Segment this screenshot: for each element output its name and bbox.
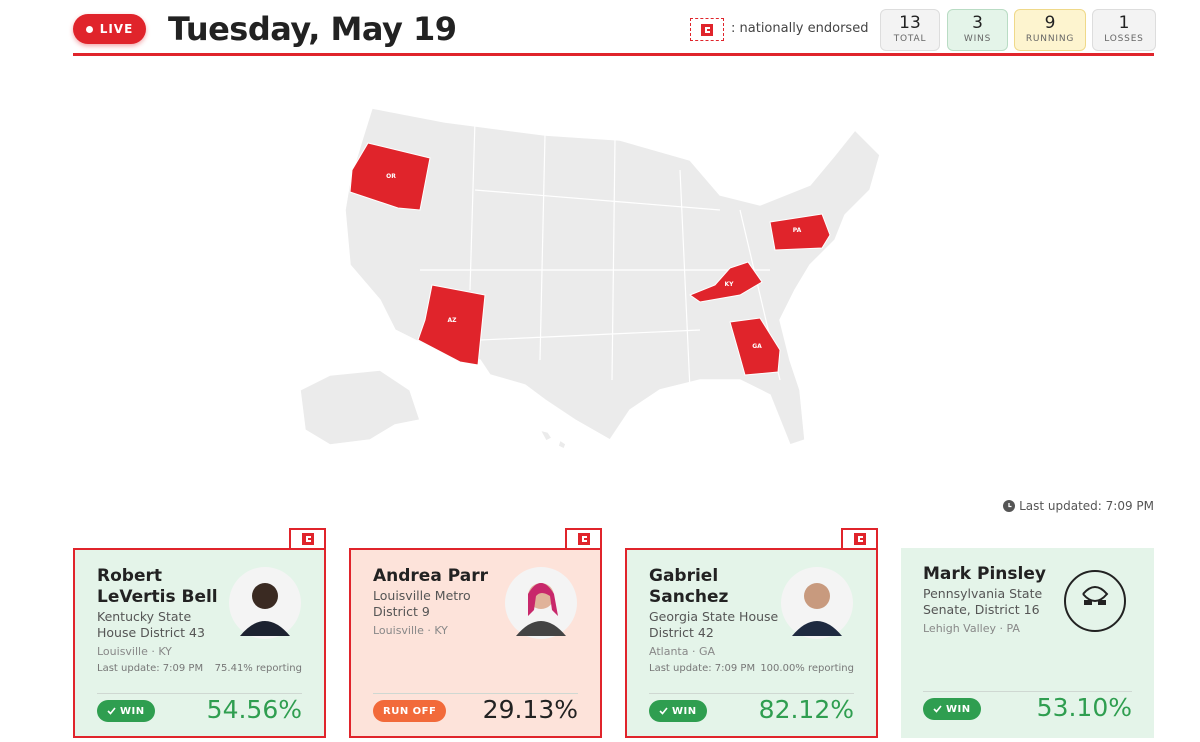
candidate-name: Mark Pinsley Pennsylvania State Senate, D… [923,564,1053,636]
candidate-location: Atlanta · GA [649,645,716,658]
us-map: OR PA KY AZ GA [299,107,881,451]
reporting: 75.41% reporting [214,663,302,674]
status-badge: RUN OFF [373,700,447,722]
stat-label: RUNNING [1025,34,1075,44]
vote-percent: 54.56% [206,695,302,724]
vote-percent: 53.10% [1036,693,1132,722]
status-text: RUN OFF [383,705,437,717]
candidate-card: Andrea Parr Louisville Metro District 9 Lo… [349,548,602,738]
candidate-location: Louisville · KY [97,645,172,658]
endorse-tab [289,528,326,548]
update-time: Last update: 7:09 PM [649,663,756,674]
update-time: Last update: 7:09 PM [97,663,204,674]
status-text: WIN [120,705,145,717]
state-label: AZ [448,317,458,324]
endorse-tab [565,528,602,548]
candidate-photo [781,567,853,639]
divider [373,693,578,694]
candidate-card: Gabriel Sanchez Georgia State House Distr… [625,548,878,738]
candidate-office: Pennsylvania State Senate, District 16 [923,586,1043,617]
divider [97,693,302,694]
candidate-office: Louisville Metro District 9 [373,588,471,619]
stat-box: 9 RUNNING [1014,9,1086,51]
candidate-photo [505,567,577,639]
status-badge: WIN [97,700,155,722]
stat-label: WINS [963,34,992,44]
stat-value: 9 [1044,13,1056,33]
vote-percent: 29.13% [482,695,578,724]
stat-value: 3 [972,13,983,33]
candidate-photo [1064,570,1126,632]
divider [923,691,1132,692]
legend-text: : nationally endorsed [731,21,869,36]
vote-percent: 82.12% [758,695,854,724]
last-updated: Last updated: 7:09 PM [1003,499,1154,513]
stat-label: LOSSES [1104,34,1144,44]
candidate-office: Georgia State House District 42 [649,609,779,640]
last-updated-text: Last updated: 7:09 PM [1019,499,1154,513]
stat-box: 13 TOTAL [880,9,940,51]
status-badge: WIN [923,698,981,720]
state-label: OR [386,173,396,180]
candidate-name: Gabriel Sanchez Georgia State House Distr… [649,566,779,658]
stat-box: 3 WINS [947,9,1008,51]
divider [649,693,854,694]
candidate-location: Louisville · KY [373,624,448,637]
endorse-tab [841,528,878,548]
live-badge: LIVE [73,14,146,44]
reporting: 100.00% reporting [760,663,854,674]
state-label: PA [793,227,802,234]
endorse-icon [690,18,724,41]
header-rule [73,53,1154,56]
stat-value: 13 [899,13,921,33]
status-badge: WIN [649,700,707,722]
state-label: GA [752,343,762,350]
candidate-name: Robert LeVertis Bell Kentucky State House… [97,566,227,659]
candidate-card: Mark Pinsley Pennsylvania State Senate, D… [901,548,1154,738]
candidate-location: Lehigh Valley · PA [923,622,1020,635]
candidate-name: Andrea Parr Louisville Metro District 9 Lo… [373,566,503,638]
date-title: Tuesday, May 19 [168,10,457,48]
state-label: KY [725,281,735,288]
candidate-office: Kentucky State House District 43 [97,609,205,640]
stat-box: 1 LOSSES [1092,9,1156,51]
candidate-photo [229,567,301,639]
status-text: WIN [946,703,971,715]
candidate-card: Robert LeVertis Bell Kentucky State House… [73,548,326,738]
stat-value: 1 [1118,13,1130,33]
stat-label: TOTAL [893,34,927,44]
status-text: WIN [672,705,697,717]
